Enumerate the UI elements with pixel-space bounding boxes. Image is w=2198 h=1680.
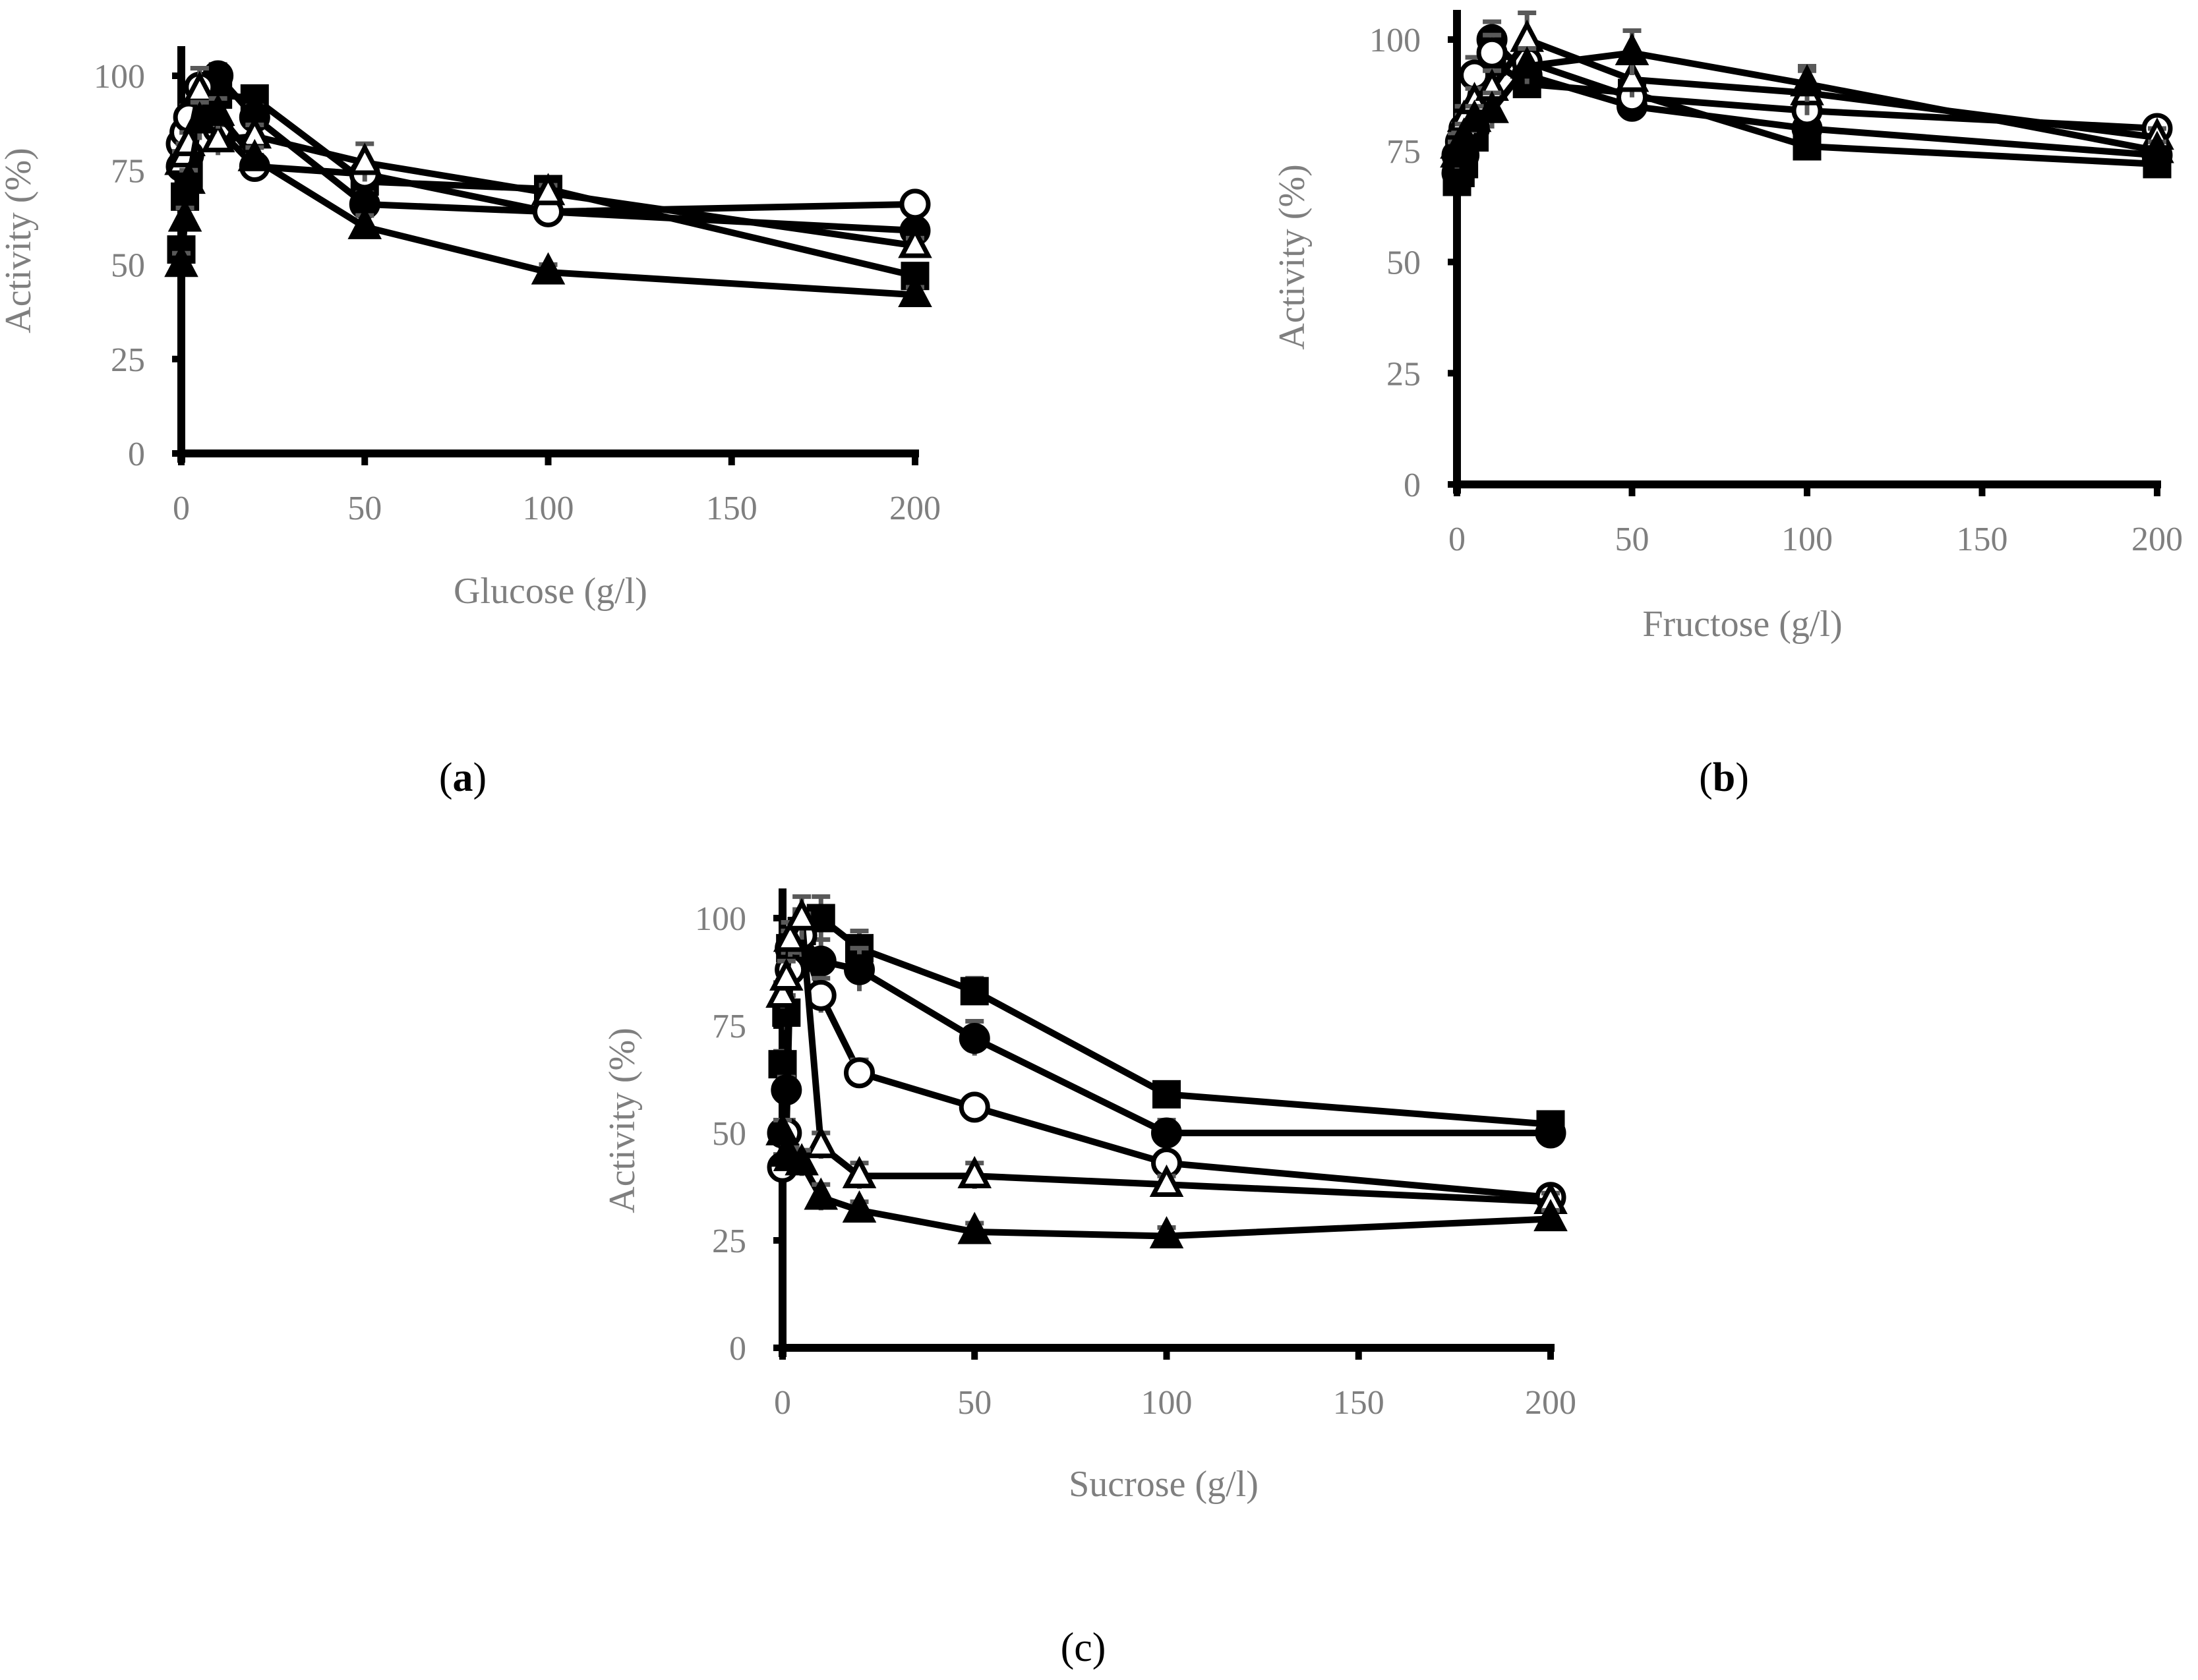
panel-a-chart: Activity (%) Glucose (g/l) (a) 0 25 50 75 10… (0, 46, 941, 800)
panel-a-series-filled-triangle (164, 93, 932, 308)
panel-c-point-open-triangle (785, 898, 819, 931)
panel-a-y-tick-label: 75 (111, 152, 145, 190)
panel-b-x-axis-title: Fructose (g/l) (1642, 604, 1842, 645)
panel-a-point-open-triangle (898, 225, 932, 258)
panel-b-x-tick-label: 100 (1781, 521, 1833, 558)
panel-a-point-open-circle (899, 188, 931, 220)
panel-c-point-open-triangle (769, 958, 804, 991)
panel-c-point-filled-triangle (1149, 1216, 1184, 1249)
panel-c-y-tick-label: 25 (712, 1223, 746, 1260)
panel-c-x-tick-label: 200 (1525, 1384, 1576, 1422)
panel-b-point-filled-triangle (1446, 117, 1481, 150)
panel-a-y-tick-label: 50 (111, 247, 145, 285)
panel-c-point-open-triangle (773, 919, 808, 952)
panel-b-plot-area: 0 25 50 75 100 0 50 100 150 200 (1369, 10, 2183, 558)
panel-a-point-open-triangle (347, 142, 382, 175)
panel-c-point-filled-square (1152, 1080, 1181, 1109)
panel-c-chart: Activity (%) Sucrose (g/l) (c) 0 25 50 75 10… (602, 888, 1576, 1670)
panel-a-point-open-triangle (531, 173, 566, 206)
panel-c-x-tick-label: 100 (1141, 1384, 1193, 1422)
panel-c-point-filled-square (960, 977, 989, 1006)
panel-c-point-filled-circle (959, 1023, 990, 1055)
panel-c-series-filled-triangle (765, 1113, 1568, 1249)
panel-b-x-tick-label: 200 (2131, 521, 2183, 558)
panel-b-point-open-circle (1476, 37, 1508, 69)
panel-b-y-tick-label: 100 (1369, 22, 1421, 59)
panel-a-point-filled-triangle (167, 199, 202, 232)
panel-a-y-tick-label: 25 (111, 341, 145, 379)
panel-c-y-tick-label: 50 (712, 1115, 746, 1153)
panel-c-x-tick-label: 150 (1333, 1384, 1384, 1422)
panel-c-x-tick-label: 0 (774, 1384, 791, 1422)
panel-b-x-tick-label: 50 (1615, 521, 1649, 558)
panel-c-point-open-circle (844, 1057, 875, 1089)
panel-a-point-filled-triangle (164, 245, 198, 277)
panel-b-point-filled-triangle (1510, 46, 1544, 79)
panel-a-y-tick-label: 0 (128, 436, 145, 473)
panel-b-point-filled-triangle (1615, 32, 1649, 65)
panel-a-x-tick-label: 0 (173, 490, 190, 527)
panel-a-point-filled-triangle (531, 252, 566, 285)
panel-c-series-open-triangle (765, 894, 1568, 1215)
panel-b-y-tick-label: 0 (1404, 467, 1421, 504)
panel-a-point-open-triangle (200, 120, 235, 153)
panel-c-point-filled-triangle (842, 1190, 877, 1223)
panel-a-point-filled-triangle (898, 275, 932, 308)
panel-b-chart: Activity (%) Fructose (g/l) (b) 0 25 50 75 1… (1272, 10, 2183, 800)
panel-b-y-tick-label: 50 (1386, 245, 1421, 282)
panel-c-y-tick-label: 100 (695, 900, 746, 938)
panel-c-point-open-triangle (804, 1126, 839, 1159)
panel-c-x-tick-label: 50 (957, 1384, 992, 1422)
panel-a-point-filled-triangle (237, 138, 272, 171)
panel-b-x-tick-label: 0 (1448, 521, 1466, 558)
panel-a-point-filled-triangle (171, 161, 206, 194)
panel-a-x-tick-label: 50 (347, 490, 382, 527)
panel-b-point-filled-triangle (2140, 130, 2174, 163)
panel-c-point-filled-circle (1535, 1117, 1566, 1149)
panel-c-y-tick-label: 0 (729, 1330, 746, 1368)
panel-b-point-open-triangle (1615, 59, 1649, 92)
panel-a-series-open-triangle (164, 66, 932, 258)
panel-c-y-axis-title: Activity (%) (602, 1028, 643, 1213)
panel-a-x-tick-label: 200 (889, 490, 941, 527)
panel-c-point-filled-triangle (804, 1177, 839, 1210)
panel-b-y-tick-label: 75 (1386, 133, 1421, 171)
panel-b-x-tick-label: 150 (1957, 521, 2008, 558)
panel-a-x-tick-label: 150 (706, 490, 757, 527)
panel-c-point-filled-circle (1151, 1117, 1182, 1149)
panel-b-point-filled-triangle (1790, 64, 1824, 97)
panel-b-y-tick-label: 25 (1386, 355, 1421, 393)
panel-a-label: (a) (439, 755, 487, 800)
panel-a-point-filled-triangle (200, 93, 235, 126)
panel-b-label: (b) (1699, 755, 1749, 800)
panel-a-y-axis-title: Activity (%) (0, 148, 39, 333)
panel-c-series-filled-square (768, 894, 1565, 1139)
panel-c-point-filled-circle (844, 954, 875, 985)
panel-c-point-open-triangle (842, 1155, 877, 1188)
panel-c-point-open-triangle (1149, 1164, 1184, 1197)
panel-b-point-open-triangle (1510, 19, 1544, 52)
panel-a-x-axis-title: Glucose (g/l) (454, 571, 647, 612)
panel-c-point-open-circle (959, 1091, 990, 1123)
panel-a-y-tick-label: 100 (94, 58, 145, 96)
panel-c-plot-area: 0 25 50 75 100 0 50 100 150 200 (695, 888, 1576, 1422)
panel-a-plot-area: 0 25 50 75 100 0 50 100 150 200 (94, 46, 941, 527)
panel-a-x-tick-label: 100 (523, 490, 574, 527)
panel-c-series-filled-circle (767, 911, 1566, 1149)
panel-c-x-axis-title: Sucrose (g/l) (1069, 1464, 1259, 1505)
panel-c-point-filled-triangle (957, 1211, 992, 1244)
panel-c-point-filled-triangle (785, 1143, 819, 1176)
panel-c-point-filled-triangle (1533, 1199, 1568, 1232)
panel-c-point-open-triangle (957, 1155, 992, 1188)
panel-b-series-filled-triangle (1440, 28, 2174, 169)
panel-c-y-tick-label: 75 (712, 1008, 746, 1045)
panel-b-y-axis-title: Activity (%) (1272, 164, 1313, 349)
panel-c-label: (c) (1061, 1625, 1106, 1670)
panel-b-point-filled-triangle (1475, 90, 1509, 123)
panel-a-point-filled-triangle (347, 206, 382, 239)
panel-c-point-open-triangle (765, 975, 800, 1008)
